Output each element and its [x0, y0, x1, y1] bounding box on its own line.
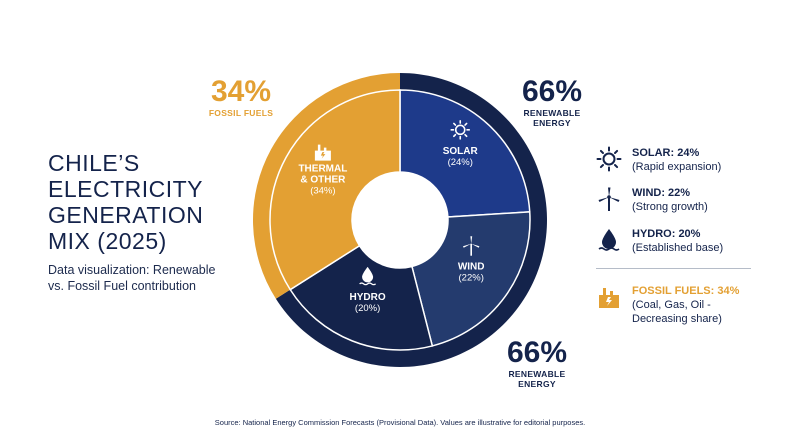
renewable-callout-top-pct: 66% [521, 75, 583, 108]
source-note: Source: National Energy Commission Forec… [214, 418, 586, 427]
legend-desc-fossil-2: Decreasing share) [632, 313, 722, 325]
legend-text-solar: SOLAR: 24% (Rapid expansion) [632, 146, 721, 174]
water-drop-icon [359, 266, 377, 286]
legend-item-hydro: HYDRO: 20% (Established base) [596, 227, 723, 255]
chart-title: CHILE’S ELECTRICITY GENERATION MIX (2025… [48, 150, 204, 254]
legend-desc-hydro: (Established base) [632, 242, 724, 254]
legend-name-solar: SOLAR: 24% [632, 147, 700, 159]
slice-label-wind-1: (22%) [459, 273, 484, 284]
renewable-callout-top: 66% RENEWABLE ENERGY [497, 75, 607, 129]
legend-text-hydro: HYDRO: 20% (Established base) [632, 227, 723, 255]
legend-desc-fossil: (Coal, Gas, Oil - [632, 299, 711, 311]
legend-item-fossil: FOSSIL FUELS: 34% (Coal, Gas, Oil - Decr… [596, 284, 739, 326]
wind-turbine-icon [598, 187, 620, 211]
power-plant-icon [314, 144, 331, 161]
renewable-callout-top-label-2: ENERGY [533, 118, 571, 128]
legend-text-fossil: FOSSIL FUELS: 34% (Coal, Gas, Oil - Decr… [632, 284, 739, 326]
chart-subtitle: Data visualization: Renewable vs. Fossil… [48, 263, 216, 293]
legend-name-wind: WIND: 22% [632, 187, 691, 199]
legend-item-solar: SOLAR: 24% (Rapid expansion) [596, 146, 721, 174]
slice-label-solar-0: SOLAR [443, 146, 479, 157]
group-ring [252, 73, 547, 368]
slice-group [269, 89, 531, 351]
legend-desc-wind: (Strong growth) [632, 201, 708, 213]
donut-hole [352, 172, 448, 268]
slice-label-wind-0: WIND [458, 262, 485, 273]
slice-label-thermal-1: & OTHER [300, 175, 346, 186]
fossil-callout-pct: 34% [210, 75, 272, 108]
slice-label-thermal-2: (34%) [310, 186, 335, 197]
group-arc-fossil [252, 73, 400, 299]
slice-thermal [269, 89, 401, 291]
legend-text-wind: WIND: 22% (Strong growth) [632, 186, 708, 214]
fossil-callout: 34% FOSSIL FUELS [186, 75, 296, 119]
renewable-callout-top-label-1: RENEWABLE [523, 108, 581, 118]
legend-desc-solar: (Rapid expansion) [632, 161, 722, 173]
water-drop-icon [598, 229, 620, 251]
renewable-callout-bottom-label-2: ENERGY [518, 379, 556, 389]
legend-divider [596, 268, 751, 269]
slice-label-thermal-0: THERMAL [298, 164, 347, 175]
renewable-callout-bottom: 66% RENEWABLE ENERGY [482, 336, 592, 390]
power-plant-icon [599, 288, 619, 308]
sun-icon [596, 146, 622, 172]
fossil-callout-label: FOSSIL FUELS [208, 108, 274, 118]
legend-item-wind: WIND: 22% (Strong growth) [596, 186, 708, 214]
wind-turbine-icon [462, 236, 480, 256]
slice-label-hydro-0: HYDRO [350, 292, 386, 303]
slice-label-group: SOLAR(24%) WIND(22%) HYDRO(20%) THERMAL&… [298, 120, 485, 314]
legend-name-hydro: HYDRO: 20% [632, 228, 701, 240]
title-block: CHILE’S ELECTRICITY GENERATION MIX (2025… [48, 150, 248, 294]
legend-name-fossil: FOSSIL FUELS: 34% [632, 285, 740, 297]
renewable-callout-bottom-pct: 66% [506, 336, 568, 369]
renewable-callout-bottom-label-1: RENEWABLE [508, 369, 566, 379]
slice-label-solar-1: (24%) [448, 157, 473, 168]
sun-icon [450, 120, 471, 140]
slice-label-hydro-1: (20%) [355, 303, 380, 314]
